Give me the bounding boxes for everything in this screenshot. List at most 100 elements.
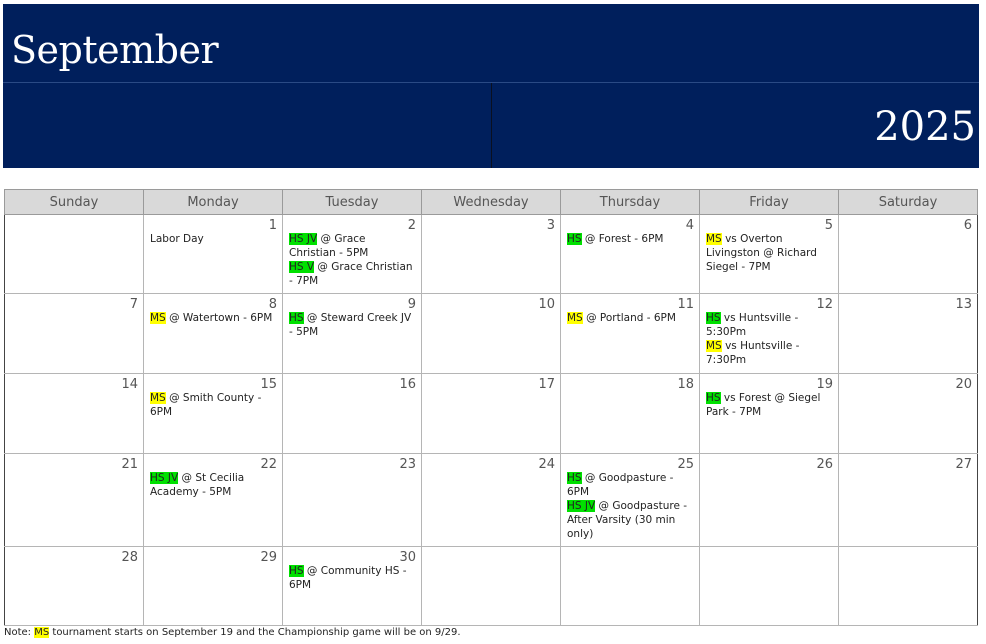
day-cell[interactable] <box>560 546 700 626</box>
hs-tag: HS <box>567 233 582 245</box>
day-number: 4 <box>685 218 694 233</box>
day-cell[interactable]: 13 <box>838 293 978 374</box>
event-list: HS JV @ Grace Christian - 5PM HS V @ Grac… <box>283 215 421 288</box>
event-list: MS @ Smith County - 6PM <box>144 374 282 419</box>
day-cell[interactable]: 6 <box>838 214 978 294</box>
day-cell[interactable]: 14 <box>4 373 144 454</box>
day-cell[interactable] <box>838 546 978 626</box>
day-number: 6 <box>963 218 972 233</box>
month-title: September <box>11 28 219 72</box>
event-item: HS JV @ Goodpasture - After Varsity (30 … <box>567 499 693 541</box>
event-text: @ Forest - 6PM <box>581 233 664 245</box>
day-cell[interactable]: 7 <box>4 293 144 374</box>
day-number: 29 <box>260 550 277 565</box>
day-cell[interactable]: 8 MS @ Watertown - 6PM <box>143 293 283 374</box>
event-list <box>5 215 143 232</box>
event-item: HS @ Community HS - 6PM <box>289 564 415 592</box>
ms-tag: MS <box>567 312 583 324</box>
day-number: 7 <box>129 297 138 312</box>
event-item: HS JV @ St Cecilia Academy - 5PM <box>150 471 276 499</box>
day-cell[interactable]: 5 MS vs Overton Livingston @ Richard Sieg… <box>699 214 839 294</box>
day-cell[interactable]: 1 Labor Day <box>143 214 283 294</box>
day-cell[interactable]: 24 <box>421 453 561 547</box>
event-list: HS @ Steward Creek JV - 5PM <box>283 294 421 339</box>
event-list <box>700 547 838 564</box>
day-number: 18 <box>677 377 694 392</box>
event-list: MS vs Overton Livingston @ Richard Siege… <box>700 215 838 274</box>
day-number: 14 <box>121 377 138 392</box>
hs-tag: HS <box>706 392 721 404</box>
weekday-saturday: Saturday <box>838 189 978 215</box>
event-text: @ Grace Christian - 7PM <box>289 261 413 287</box>
event-text: @ Goodpasture - After Varsity (30 min on… <box>567 500 688 540</box>
day-cell[interactable]: 27 <box>838 453 978 547</box>
event-item: HS JV @ Grace Christian - 5PM <box>289 232 415 260</box>
day-cell[interactable]: 3 <box>421 214 561 294</box>
day-cell[interactable]: 26 <box>699 453 839 547</box>
day-cell[interactable] <box>4 214 144 294</box>
event-list <box>839 547 977 564</box>
event-list: MS @ Watertown - 6PM <box>144 294 282 325</box>
day-cell[interactable]: 15 MS @ Smith County - 6PM <box>143 373 283 454</box>
hs-tag: HS JV <box>567 500 596 512</box>
day-cell[interactable]: 25 HS @ Goodpasture - 6PM HS JV @ Goodpast… <box>560 453 700 547</box>
day-cell[interactable]: 28 <box>4 546 144 626</box>
day-cell[interactable]: 10 <box>421 293 561 374</box>
day-cell[interactable] <box>699 546 839 626</box>
event-text: Labor Day <box>150 233 204 245</box>
day-number: 17 <box>538 377 555 392</box>
event-item: HS @ Forest - 6PM <box>567 232 693 246</box>
event-item: HS @ Steward Creek JV - 5PM <box>289 311 415 339</box>
day-cell[interactable]: 20 <box>838 373 978 454</box>
ms-tag: MS <box>150 392 166 404</box>
week-row: 1 Labor Day 2 HS JV @ Grace Christian - 5PM… <box>4 214 978 294</box>
day-number: 23 <box>399 457 416 472</box>
event-text: @ Goodpasture - 6PM <box>567 472 674 498</box>
day-number: 25 <box>677 457 694 472</box>
day-cell[interactable]: 9 HS @ Steward Creek JV - 5PM <box>282 293 422 374</box>
weekday-header-row: Sunday Monday Tuesday Wednesday Thursday… <box>4 189 978 215</box>
day-cell[interactable]: 17 <box>421 373 561 454</box>
day-cell[interactable]: 19 HS vs Forest @ Siegel Park - 7PM <box>699 373 839 454</box>
weekday-thursday: Thursday <box>560 189 700 215</box>
day-cell[interactable] <box>421 546 561 626</box>
footer-note: Note: MS tournament starts on September … <box>4 627 461 638</box>
day-number: 3 <box>546 218 555 233</box>
day-cell[interactable]: 29 <box>143 546 283 626</box>
day-cell[interactable]: 22 HS JV @ St Cecilia Academy - 5PM <box>143 453 283 547</box>
day-number: 26 <box>816 457 833 472</box>
day-cell[interactable]: 12 HS vs Huntsville - 5:30Pm MS vs Huntsvi… <box>699 293 839 374</box>
day-cell[interactable]: 18 <box>560 373 700 454</box>
day-cell[interactable]: 4 HS @ Forest - 6PM <box>560 214 700 294</box>
year-title: 2025 <box>874 104 976 150</box>
event-list <box>5 294 143 311</box>
event-item: MS @ Watertown - 6PM <box>150 311 276 325</box>
event-text: vs Overton Livingston @ Richard Siegel -… <box>706 233 817 273</box>
hs-tag: HS V <box>289 261 315 273</box>
day-cell[interactable]: 2 HS JV @ Grace Christian - 5PM HS V @ Gra… <box>282 214 422 294</box>
event-item: HS @ Goodpasture - 6PM <box>567 471 693 499</box>
note-ms-tag: MS <box>34 627 50 638</box>
event-list <box>561 547 699 564</box>
event-list <box>422 547 560 564</box>
event-text: vs Huntsville - 7:30Pm <box>706 340 800 366</box>
day-cell[interactable]: 16 <box>282 373 422 454</box>
ms-tag: MS <box>706 233 722 245</box>
day-cell[interactable]: 30 HS @ Community HS - 6PM <box>282 546 422 626</box>
event-text: @ Steward Creek JV - 5PM <box>289 312 412 338</box>
day-cell[interactable]: 23 <box>282 453 422 547</box>
day-cell[interactable]: 21 <box>4 453 144 547</box>
event-item: HS vs Forest @ Siegel Park - 7PM <box>706 391 832 419</box>
day-number: 21 <box>121 457 138 472</box>
calendar-grid: Sunday Monday Tuesday Wednesday Thursday… <box>4 189 978 626</box>
day-number: 30 <box>399 550 416 565</box>
event-item: HS V @ Grace Christian - 7PM <box>289 260 415 288</box>
week-row: 28 29 30 HS @ Community HS - 6PM <box>4 546 978 626</box>
header-left-panel <box>3 83 491 168</box>
day-number: 24 <box>538 457 555 472</box>
hs-tag: HS <box>706 312 721 324</box>
day-number: 11 <box>677 297 694 312</box>
event-list: HS @ Forest - 6PM <box>561 215 699 246</box>
day-cell[interactable]: 11 MS @ Portland - 6PM <box>560 293 700 374</box>
day-number: 8 <box>268 297 277 312</box>
